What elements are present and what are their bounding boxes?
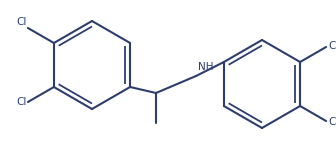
Text: NH: NH [198, 62, 213, 72]
Text: Cl: Cl [16, 17, 27, 27]
Text: Cl: Cl [16, 97, 27, 107]
Text: Cl: Cl [328, 117, 336, 127]
Text: Cl: Cl [328, 41, 336, 51]
